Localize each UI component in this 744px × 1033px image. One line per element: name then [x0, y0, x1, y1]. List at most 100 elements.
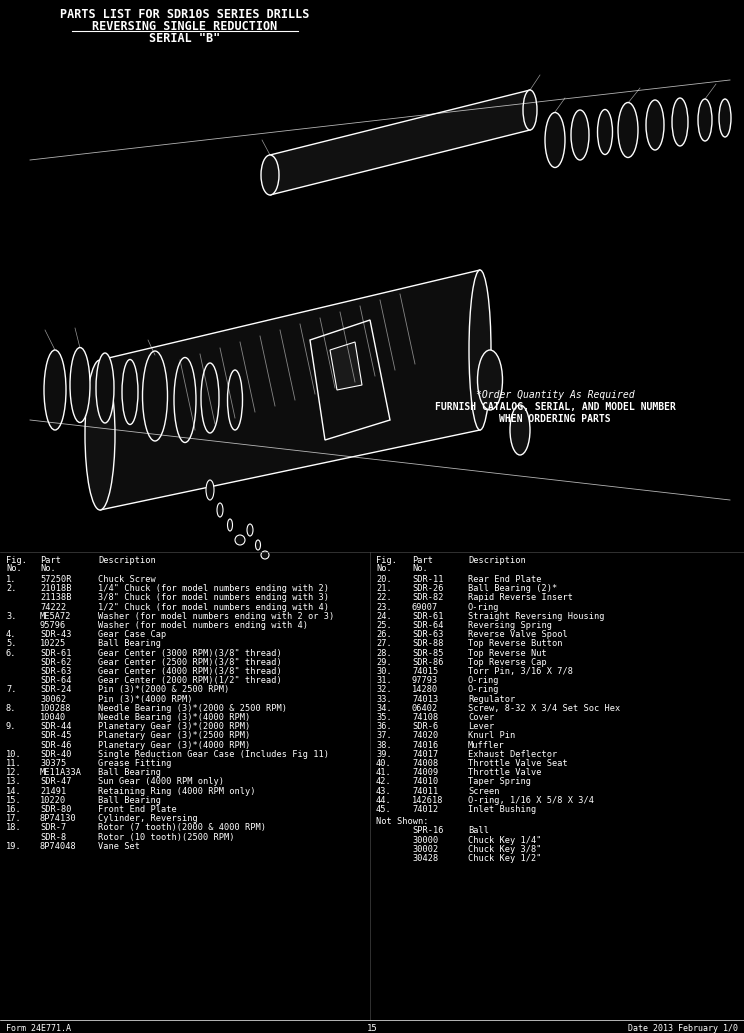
Text: SDR-24: SDR-24 [40, 686, 71, 694]
Ellipse shape [235, 535, 245, 545]
Ellipse shape [96, 353, 114, 422]
Text: SDR-61: SDR-61 [412, 612, 443, 621]
Text: 95796: 95796 [40, 621, 66, 630]
Ellipse shape [571, 109, 589, 160]
Text: 30000: 30000 [412, 836, 438, 845]
Polygon shape [310, 320, 390, 440]
Text: 12.: 12. [6, 769, 22, 777]
Text: SDR-86: SDR-86 [412, 658, 443, 666]
Text: 21.: 21. [376, 585, 392, 593]
Text: 10040: 10040 [40, 713, 66, 722]
Text: Needle Bearing (3)*(4000 RPM): Needle Bearing (3)*(4000 RPM) [98, 713, 250, 722]
Text: 2.: 2. [6, 585, 16, 593]
Ellipse shape [597, 109, 612, 155]
Text: 39.: 39. [376, 750, 392, 759]
Text: 31.: 31. [376, 677, 392, 685]
Ellipse shape [122, 359, 138, 425]
Text: Not Shown:: Not Shown: [376, 817, 429, 826]
Text: Chuck Key 1/4": Chuck Key 1/4" [468, 836, 542, 845]
Text: 35.: 35. [376, 713, 392, 722]
Text: WHEN ORDERING PARTS: WHEN ORDERING PARTS [499, 414, 611, 424]
Text: 142618: 142618 [412, 795, 443, 805]
Text: Straight Reversing Housing: Straight Reversing Housing [468, 612, 605, 621]
Ellipse shape [217, 503, 223, 516]
Text: Chuck Key 1/2": Chuck Key 1/2" [468, 854, 542, 863]
Polygon shape [270, 90, 530, 195]
Text: Ball Bearing (2)*: Ball Bearing (2)* [468, 585, 557, 593]
Text: 25.: 25. [376, 621, 392, 630]
Text: 32.: 32. [376, 686, 392, 694]
Text: 17.: 17. [6, 814, 22, 823]
Text: SDR-47: SDR-47 [40, 778, 71, 786]
Text: 1/2" Chuck (for model numbers ending with 4): 1/2" Chuck (for model numbers ending wit… [98, 602, 329, 612]
Text: Description: Description [98, 556, 155, 565]
Text: SDR-44: SDR-44 [40, 722, 71, 731]
Text: SDR-40: SDR-40 [40, 750, 71, 759]
Text: 10.: 10. [6, 750, 22, 759]
Text: 30002: 30002 [412, 845, 438, 854]
Text: 74222: 74222 [40, 602, 66, 612]
Text: 100288: 100288 [40, 703, 71, 713]
Text: Cover: Cover [468, 713, 494, 722]
Text: 30428: 30428 [412, 854, 438, 863]
Text: SDR-85: SDR-85 [412, 649, 443, 658]
Text: Rotor (10 tooth)(2500 RPM): Rotor (10 tooth)(2500 RPM) [98, 833, 234, 842]
Text: 74010: 74010 [412, 778, 438, 786]
Text: Screen: Screen [468, 786, 499, 795]
Text: Gear Case Cap: Gear Case Cap [98, 630, 166, 639]
Text: SDR-46: SDR-46 [40, 741, 71, 750]
Ellipse shape [545, 113, 565, 167]
Text: Regulator: Regulator [468, 694, 516, 703]
Text: SDR-64: SDR-64 [412, 621, 443, 630]
Ellipse shape [261, 155, 279, 195]
Text: SDR-63: SDR-63 [412, 630, 443, 639]
Text: Pin (3)*(4000 RPM): Pin (3)*(4000 RPM) [98, 694, 193, 703]
Text: Top Reverse Nut: Top Reverse Nut [468, 649, 547, 658]
Text: 24.: 24. [376, 612, 392, 621]
Text: SDR-26: SDR-26 [412, 585, 443, 593]
Text: O-ring: O-ring [468, 686, 499, 694]
Ellipse shape [70, 347, 90, 422]
Text: Retaining Ring (4000 RPM only): Retaining Ring (4000 RPM only) [98, 786, 255, 795]
Text: 30.: 30. [376, 667, 392, 676]
Ellipse shape [255, 540, 260, 550]
Text: 74012: 74012 [412, 805, 438, 814]
Text: SDR-88: SDR-88 [412, 639, 443, 649]
Text: 18.: 18. [6, 823, 22, 833]
Text: Fig.: Fig. [376, 556, 397, 565]
Text: 10225: 10225 [40, 639, 66, 649]
Ellipse shape [247, 524, 253, 536]
Text: ME5A72: ME5A72 [40, 612, 71, 621]
Text: FURNISH CATALOG, SERIAL, AND MODEL NUMBER: FURNISH CATALOG, SERIAL, AND MODEL NUMBE… [434, 402, 676, 412]
Text: 36.: 36. [376, 722, 392, 731]
Text: 3.: 3. [6, 612, 16, 621]
Text: 8P74130: 8P74130 [40, 814, 77, 823]
Text: Throttle Valve Seat: Throttle Valve Seat [468, 759, 568, 768]
Text: 8.: 8. [6, 703, 16, 713]
Text: SDR-8: SDR-8 [40, 833, 66, 842]
Text: 57250R: 57250R [40, 575, 71, 584]
Ellipse shape [719, 99, 731, 137]
Text: 38.: 38. [376, 741, 392, 750]
Text: 43.: 43. [376, 786, 392, 795]
Text: Taper Spring: Taper Spring [468, 778, 531, 786]
Text: REVERSING SINGLE REDUCTION: REVERSING SINGLE REDUCTION [92, 20, 278, 33]
Text: 30375: 30375 [40, 759, 66, 768]
Text: SPR-16: SPR-16 [412, 826, 443, 836]
Text: O-ring, 1/16 X 5/8 X 3/4: O-ring, 1/16 X 5/8 X 3/4 [468, 795, 594, 805]
Text: 20.: 20. [376, 575, 392, 584]
Text: 21491: 21491 [40, 786, 66, 795]
Text: Lever: Lever [468, 722, 494, 731]
Ellipse shape [261, 551, 269, 559]
Text: 21138B: 21138B [40, 593, 71, 602]
Text: Screw, 8-32 X 3/4 Set Soc Hex: Screw, 8-32 X 3/4 Set Soc Hex [468, 703, 620, 713]
Text: 21018B: 21018B [40, 585, 71, 593]
Text: SDR-6: SDR-6 [412, 722, 438, 731]
Text: Gear Center (4000 RPM)(3/8" thread): Gear Center (4000 RPM)(3/8" thread) [98, 667, 282, 676]
Text: 29.: 29. [376, 658, 392, 666]
Text: 9.: 9. [6, 722, 16, 731]
Text: Exhaust Deflector: Exhaust Deflector [468, 750, 557, 759]
Text: 26.: 26. [376, 630, 392, 639]
Text: 30062: 30062 [40, 694, 66, 703]
Text: *Order Quantity As Required: *Order Quantity As Required [475, 390, 635, 400]
